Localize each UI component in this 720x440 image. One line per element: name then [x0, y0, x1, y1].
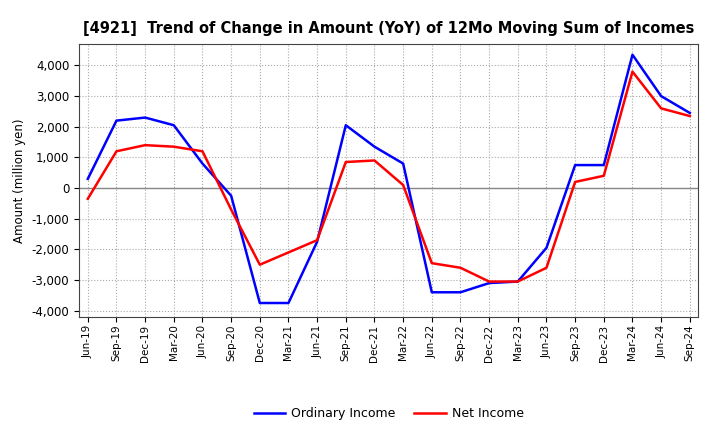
Net Income — [513, 279, 522, 284]
Net Income — [485, 279, 493, 284]
Net Income — [112, 149, 121, 154]
Net Income — [428, 260, 436, 266]
Net Income — [141, 143, 150, 148]
Net Income — [198, 149, 207, 154]
Ordinary Income — [399, 161, 408, 166]
Net Income — [370, 158, 379, 163]
Ordinary Income — [312, 239, 321, 244]
Ordinary Income — [542, 245, 551, 250]
Ordinary Income — [341, 123, 350, 128]
Ordinary Income — [685, 110, 694, 116]
Net Income — [628, 69, 636, 74]
Ordinary Income — [657, 93, 665, 99]
Line: Net Income: Net Income — [88, 72, 690, 282]
Net Income — [685, 114, 694, 119]
Ordinary Income — [628, 52, 636, 57]
Net Income — [456, 265, 465, 271]
Ordinary Income — [141, 115, 150, 120]
Ordinary Income — [227, 193, 235, 198]
Net Income — [284, 250, 293, 255]
Net Income — [600, 173, 608, 179]
Ordinary Income — [456, 290, 465, 295]
Net Income — [571, 179, 580, 184]
Net Income — [542, 265, 551, 271]
Net Income — [169, 144, 178, 149]
Ordinary Income — [513, 279, 522, 284]
Ordinary Income — [84, 176, 92, 182]
Ordinary Income — [485, 280, 493, 286]
Net Income — [399, 182, 408, 187]
Ordinary Income — [571, 162, 580, 168]
Ordinary Income — [600, 162, 608, 168]
Ordinary Income — [256, 301, 264, 306]
Ordinary Income — [370, 144, 379, 149]
Ordinary Income — [112, 118, 121, 123]
Net Income — [84, 196, 92, 202]
Title: [4921]  Trend of Change in Amount (YoY) of 12Mo Moving Sum of Incomes: [4921] Trend of Change in Amount (YoY) o… — [83, 21, 695, 36]
Ordinary Income — [428, 290, 436, 295]
Ordinary Income — [198, 161, 207, 166]
Net Income — [341, 159, 350, 165]
Legend: Ordinary Income, Net Income: Ordinary Income, Net Income — [248, 402, 529, 425]
Ordinary Income — [169, 123, 178, 128]
Y-axis label: Amount (million yen): Amount (million yen) — [13, 118, 26, 242]
Net Income — [312, 238, 321, 243]
Ordinary Income — [284, 301, 293, 306]
Net Income — [657, 106, 665, 111]
Line: Ordinary Income: Ordinary Income — [88, 55, 690, 303]
Net Income — [227, 207, 235, 212]
Net Income — [256, 262, 264, 268]
